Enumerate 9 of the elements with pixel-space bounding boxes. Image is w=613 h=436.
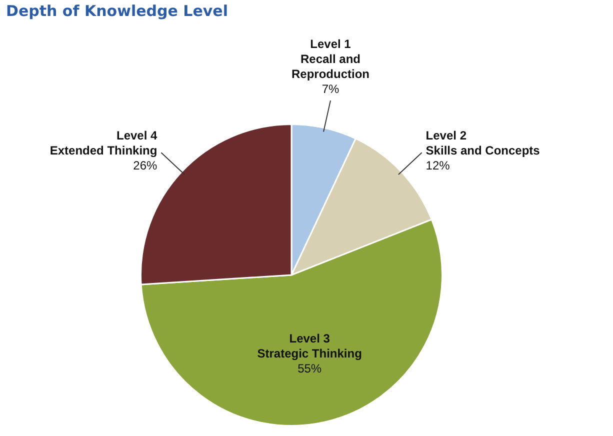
data-label: 26%	[133, 158, 158, 172]
slice-label: Level 2 Skills and Concepts	[426, 128, 540, 158]
data-label: 55%	[298, 362, 322, 376]
slice-label: Level 1 Recall and Reproduction	[291, 36, 370, 81]
chart-title: Depth of Knowledge Level	[6, 2, 228, 20]
data-label: 12%	[426, 158, 450, 172]
slice-label: Level 4 Extended Thinking	[50, 128, 158, 158]
data-label: 7%	[322, 82, 340, 96]
slice-label: Level 3 Strategic Thinking	[257, 332, 362, 361]
